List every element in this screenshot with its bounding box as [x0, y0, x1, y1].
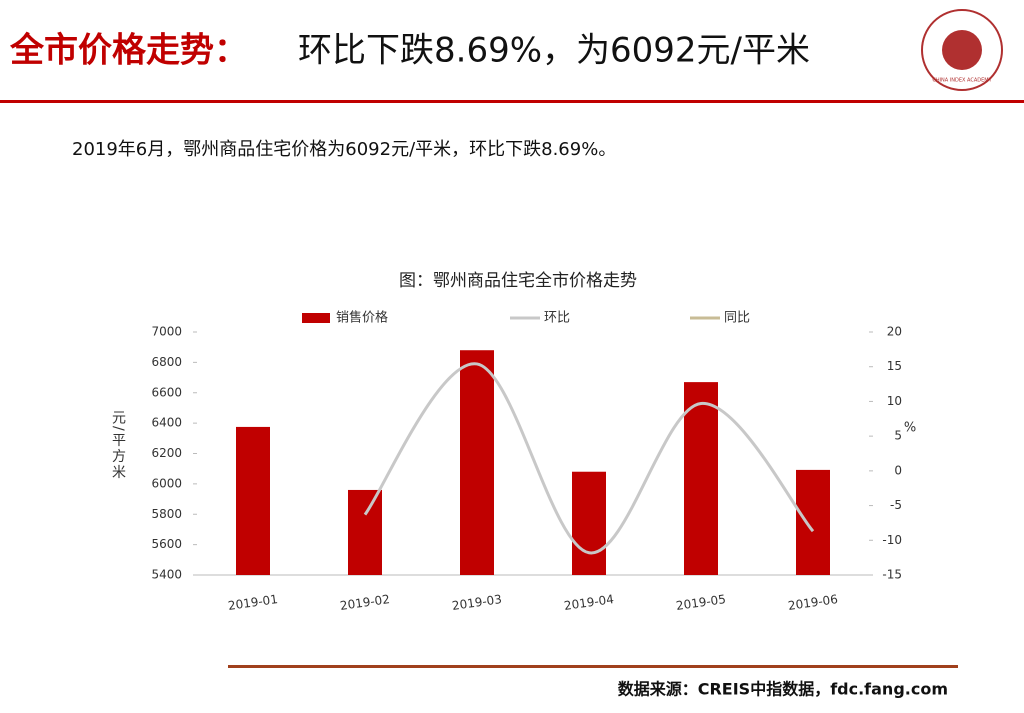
logo-center [942, 30, 982, 70]
line [363, 362, 815, 555]
title-lead: 全市价格走势： [9, 31, 248, 71]
x-tick-label: 2019-06 [787, 592, 839, 613]
footer-rule [228, 665, 958, 668]
y-tick-label: 6600 [151, 385, 182, 399]
y2-tick-label: 0 [894, 463, 902, 477]
header-rule [0, 100, 1024, 103]
source: 数据来源：CREIS中指数据，fdc.fang.com [618, 680, 948, 699]
y2-tick-label: -5 [890, 498, 902, 512]
y-axis-label-text: 元/平方米 [110, 410, 126, 481]
legend-label: 同比 [724, 311, 750, 326]
y-tick-label: 5800 [151, 507, 182, 521]
y-axis-label: 元/平方米 [110, 410, 126, 481]
y2-tick-label: 10 [887, 394, 902, 408]
y2-tick-label: -10 [882, 533, 902, 547]
bar [572, 471, 606, 575]
legend-swatch [302, 313, 330, 323]
y-tick-label: 6000 [151, 476, 182, 490]
legend-label: 环比 [544, 311, 570, 326]
y2-tick-label: 5 [894, 429, 902, 443]
summary: 2019年6月，鄂州商品住宅价格为6092元/平米，环比下跌8.69%。 [72, 139, 616, 160]
x-tick-label: 2019-01 [227, 592, 279, 613]
x-tick-label: 2019-03 [451, 592, 503, 613]
y-tick-label: 7000 [151, 325, 182, 339]
bar [460, 350, 494, 575]
y-tick-label: 5600 [151, 537, 182, 551]
bar [348, 489, 382, 575]
y-tick-label: 6800 [151, 355, 182, 369]
y-tick-label: 6400 [151, 416, 182, 430]
x-tick-label: 2019-02 [339, 592, 391, 613]
legend-label: 销售价格 [336, 310, 388, 326]
bar [796, 469, 830, 575]
logo: CHINA INDEX ACADEMY [921, 9, 1003, 91]
x-tick-label: 2019-04 [563, 592, 615, 613]
y2-tick-label: 20 [887, 325, 902, 339]
y2-tick-label: 15 [887, 359, 902, 373]
bar [236, 426, 270, 575]
y2-axis-label: % [904, 421, 916, 436]
y-tick-label: 6200 [151, 446, 182, 460]
logo-ring [921, 9, 1003, 91]
x-tick-label: 2019-05 [675, 592, 727, 613]
y2-tick-label: -15 [882, 568, 902, 582]
bar [684, 382, 718, 575]
logo-text: CHINA INDEX ACADEMY [932, 78, 992, 84]
y-tick-label: 5400 [151, 568, 182, 582]
chart-title: 图：鄂州商品住宅全市价格走势 [399, 271, 637, 291]
title-rest: 环比下跌8.69%，为6092元/平米 [298, 31, 810, 71]
